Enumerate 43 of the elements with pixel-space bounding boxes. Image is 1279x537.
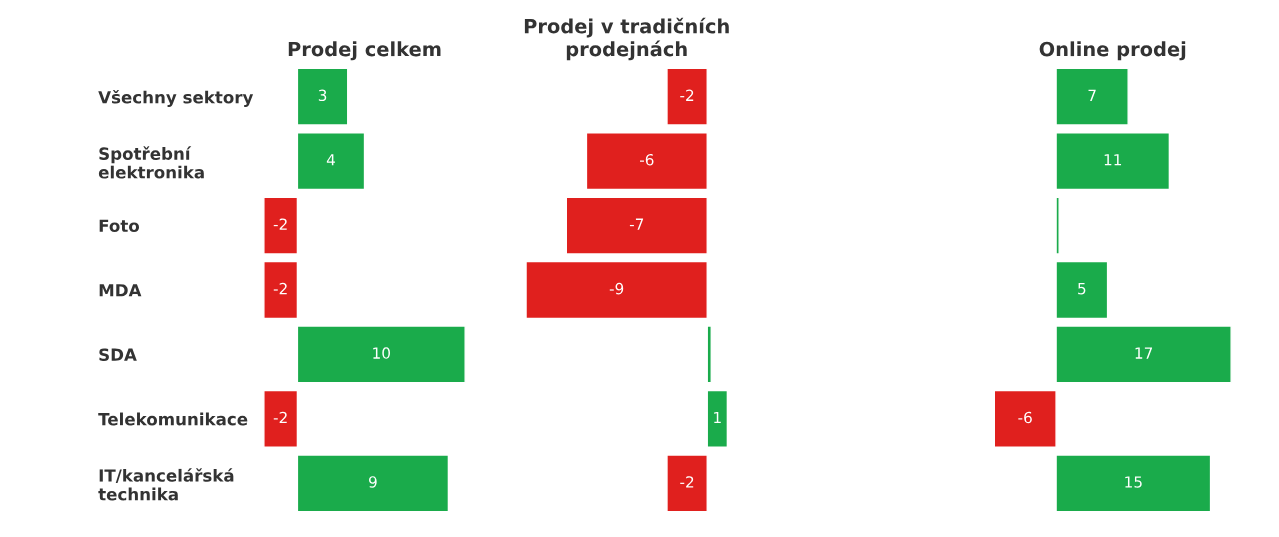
bar xyxy=(1055,67,1129,126)
data-label: 4 xyxy=(326,154,335,166)
bar xyxy=(1055,260,1109,320)
data-label: 11 xyxy=(1104,154,1122,166)
data-label: 3 xyxy=(318,89,327,102)
y-tick-label: Foto xyxy=(99,219,140,233)
data-label: -6 xyxy=(1018,411,1032,424)
bar xyxy=(263,196,299,255)
data-label: 10 xyxy=(373,347,390,359)
data-label: -2 xyxy=(273,218,287,230)
data-label: -2 xyxy=(680,476,694,488)
bar xyxy=(1055,454,1212,513)
y-tick-label: Všechny sektory xyxy=(98,89,254,107)
bar xyxy=(263,260,299,320)
chart-title: Prodej v tradičních prodejnách xyxy=(524,17,729,61)
data-label: 9 xyxy=(369,476,377,488)
data-label: -9 xyxy=(609,282,624,295)
bar xyxy=(1055,196,1060,255)
bar xyxy=(993,389,1057,448)
data-label: 17 xyxy=(1135,347,1153,359)
bar xyxy=(1055,132,1171,191)
data-label: 1 xyxy=(714,411,721,424)
data-label: 7 xyxy=(1088,89,1096,101)
bar xyxy=(296,132,366,191)
y-tick-label: MDA xyxy=(99,284,142,297)
chart-title: Online prodej xyxy=(1039,41,1186,61)
y-tick-label: Spotřební elektronika xyxy=(98,146,204,179)
data-label: -2 xyxy=(273,282,287,295)
data-label: 15 xyxy=(1125,476,1142,488)
bar xyxy=(1055,325,1232,384)
bar xyxy=(296,67,349,126)
data-label: -6 xyxy=(639,153,654,166)
bar xyxy=(296,454,450,513)
bar xyxy=(296,325,466,384)
y-tick-label: SDA xyxy=(99,348,137,361)
bar xyxy=(263,389,299,448)
y-tick-label: Telekomunikace xyxy=(98,412,248,426)
data-label: 5 xyxy=(1078,283,1086,295)
data-label: -7 xyxy=(629,218,644,230)
data-label: -2 xyxy=(680,89,694,101)
y-tick-label: IT/kancelářská technika xyxy=(98,468,234,501)
data-label: -2 xyxy=(273,411,287,424)
chart-title: Prodej celkem xyxy=(288,41,441,61)
